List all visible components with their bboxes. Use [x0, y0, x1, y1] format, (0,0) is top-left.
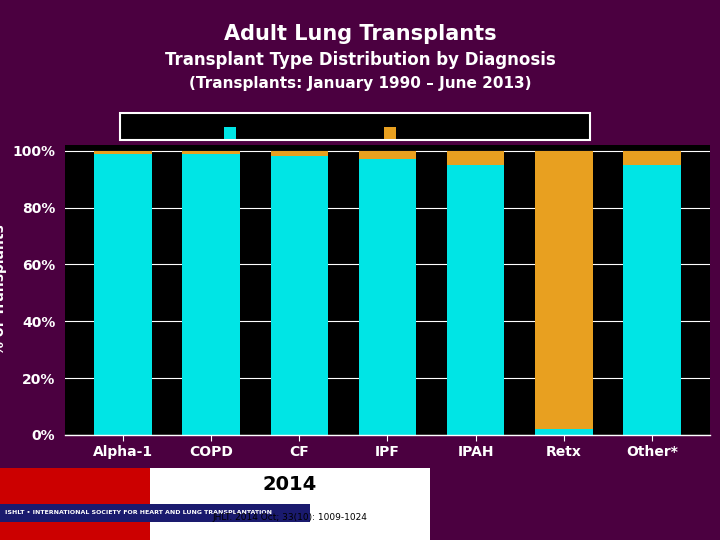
Bar [182, 153, 240, 435]
Bar [94, 153, 152, 435]
Bar [624, 165, 680, 435]
Bar [624, 151, 680, 165]
Bar [271, 151, 328, 157]
Bar [182, 151, 240, 153]
Bar [359, 151, 416, 159]
Bar [94, 151, 152, 153]
Y-axis label: % of Transplants: % of Transplants [0, 225, 6, 355]
Bar [447, 165, 504, 435]
Text: (Transplants: January 1990 – June 2013): (Transplants: January 1990 – June 2013) [189, 76, 531, 91]
Text: JHLT. 2014 Oct; 33(10): 1009-1024: JHLT. 2014 Oct; 33(10): 1009-1024 [212, 514, 367, 523]
Text: Transplant Type Distribution by Diagnosis: Transplant Type Distribution by Diagnosi… [165, 51, 555, 69]
Text: Adult Lung Transplants: Adult Lung Transplants [224, 24, 496, 44]
Bar [535, 429, 593, 435]
Text: 2014: 2014 [263, 476, 317, 495]
Bar [447, 151, 504, 165]
Bar [535, 151, 593, 429]
Bar [271, 157, 328, 435]
Text: ISHLT • INTERNATIONAL SOCIETY FOR HEART AND LUNG TRANSPLANTATION: ISHLT • INTERNATIONAL SOCIETY FOR HEART … [5, 510, 272, 516]
Bar [359, 159, 416, 435]
